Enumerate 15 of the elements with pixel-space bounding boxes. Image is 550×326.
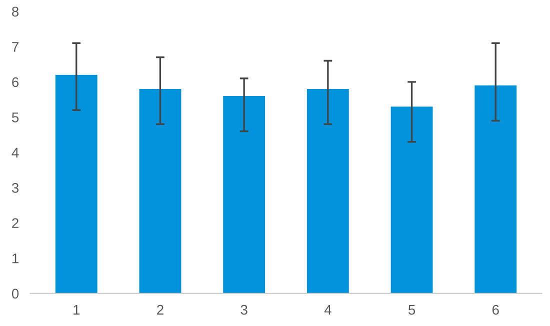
y-tick-label: 0 (12, 288, 19, 299)
y-tick-label: 2 (12, 218, 18, 228)
y-tick-label: 8 (12, 6, 19, 17)
y-tick-label: 3 (12, 182, 19, 193)
x-tick-label: 1 (74, 305, 80, 315)
y-tick-label: 6 (12, 77, 19, 88)
y-tick-label: 5 (12, 112, 19, 122)
x-tick-label: 5 (408, 305, 416, 315)
x-tick-label: 2 (157, 304, 164, 315)
x-tick-label: 4 (324, 305, 332, 315)
y-tick-label: 4 (12, 148, 19, 158)
x-tick-label: 3 (240, 304, 248, 315)
y-tick-label: 7 (12, 42, 18, 52)
y-tick-label: 1 (12, 254, 18, 264)
x-tick-label: 6 (492, 304, 499, 315)
